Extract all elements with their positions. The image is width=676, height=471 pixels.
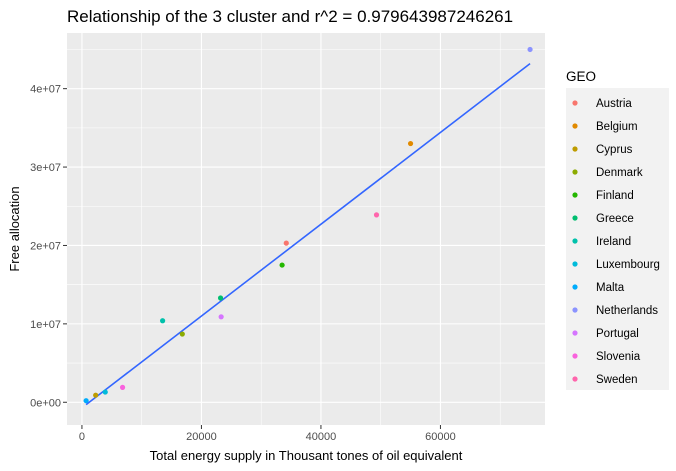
legend-swatch-austria [572,100,578,106]
point-austria [283,240,289,246]
y-tick-label: 1e+07 [30,319,61,331]
point-portugal [218,314,224,320]
legend-label-austria: Austria [596,98,632,110]
legend-swatch-denmark [572,169,578,175]
x-axis-title: Total energy supply in Thousant tones of… [150,448,463,463]
points-layer [83,46,533,404]
point-slovenia [119,384,126,390]
y-tick-label: 4e+07 [30,84,61,96]
legend-label-finland: Finland [596,190,634,202]
plot-panel [67,33,545,425]
point-cyprus [93,392,99,398]
x-tick-label: 60000 [425,431,456,443]
legend-label-belgium: Belgium [596,121,638,133]
legend-label-denmark: Denmark [596,167,643,179]
point-sweden [373,212,380,218]
y-tick-label: 2e+07 [30,240,61,252]
x-axis: 0 20000 40000 60000 [79,425,456,443]
grid-minor [67,33,545,425]
legend-swatch-malta [572,284,578,290]
x-tick-label: 40000 [306,431,337,443]
y-axis-title: Free allocation [7,186,22,271]
legend-swatch-ireland [572,238,578,244]
point-greece [217,295,224,301]
legend-label-luxembourg: Luxembourg [596,259,660,271]
legend-swatch-finland [572,192,578,198]
legend-items: Austria Belgium Cyprus Denmark Finland Greece… [566,88,669,390]
point-belgium [407,140,414,147]
legend-swatch-luxembourg [572,261,578,267]
legend-label-malta: Malta [596,282,625,294]
point-denmark [179,331,185,337]
regression-line [85,62,531,406]
legend-label-sweden: Sweden [596,374,638,386]
point-netherlands [527,46,533,53]
fit-line-layer [85,62,531,406]
legend-swatch-belgium [572,123,578,129]
legend: GEO Austria Belgium Cyprus Denmark Finland Gr… [566,69,669,390]
grid-major [67,33,545,425]
legend-label-cyprus: Cyprus [596,144,633,156]
legend-swatch-greece [572,215,578,221]
point-luxembourg [102,389,108,395]
legend-label-greece: Greece [596,213,634,225]
legend-swatch-portugal [572,330,578,336]
legend-swatch-cyprus [572,146,578,152]
legend-label-netherlands: Netherlands [596,305,658,317]
legend-title: GEO [566,69,596,84]
y-tick-label: 0e+00 [30,397,61,409]
x-tick-label: 0 [79,431,85,443]
x-tick-label: 20000 [186,431,217,443]
legend-swatch-sweden [572,376,578,382]
point-ireland [160,318,166,324]
y-axis: 0e+00 1e+07 2e+07 3e+07 4e+07 [30,84,67,409]
legend-label-portugal: Portugal [596,328,639,340]
y-tick-label: 3e+07 [30,162,61,174]
chart-title: Relationship of the 3 cluster and r^2 = … [67,7,513,26]
legend-label-slovenia: Slovenia [596,351,641,363]
point-malta [83,398,89,404]
point-finland [279,262,285,268]
legend-swatch-slovenia [572,353,578,359]
legend-label-ireland: Ireland [596,236,631,248]
legend-swatch-netherlands [572,307,578,313]
